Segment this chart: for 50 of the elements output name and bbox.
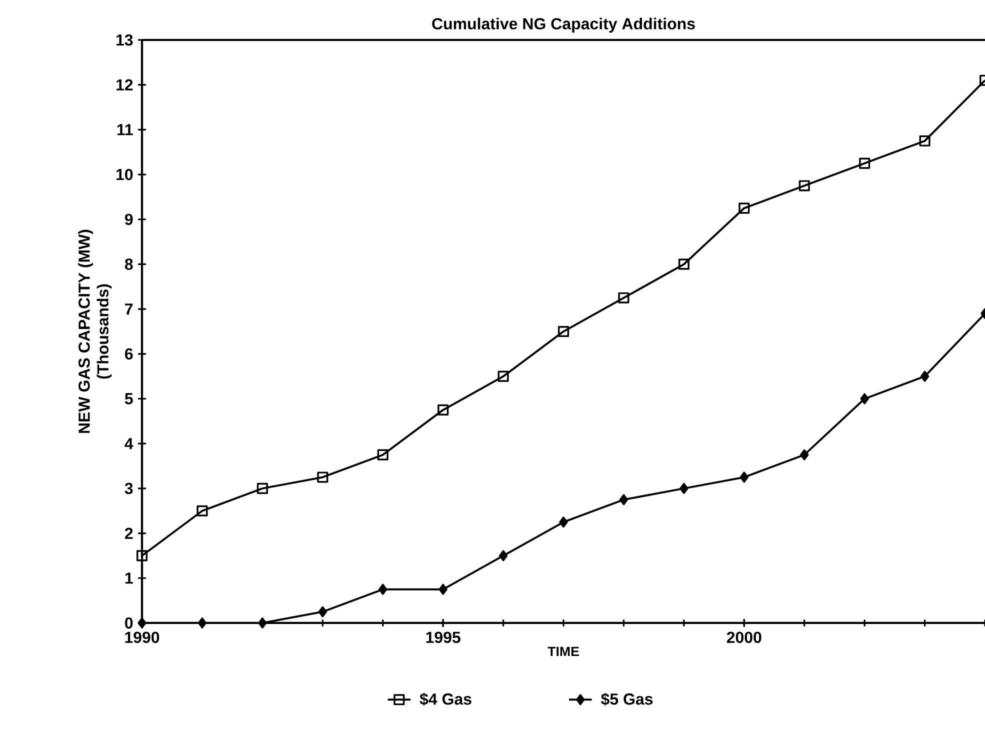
y-tick-label: 5 [124,393,133,404]
point [859,158,870,169]
x-tick-label: 2000 [726,632,762,644]
legend-label: $5 Gas [600,692,653,706]
x-tick-label: 1990 [125,632,160,644]
point [317,472,328,483]
point [740,472,749,483]
y-tick-label: 10 [116,168,133,180]
y-tick-label: 6 [124,348,133,360]
point [798,180,810,192]
y-tick-label: 2 [124,528,133,539]
point [678,258,690,270]
point [377,449,388,460]
point [738,202,750,214]
y-tick-label: 0 [125,617,133,629]
chart-title: Cumulative NG Capacity Additions [432,18,695,33]
point [196,505,208,516]
point [258,617,267,629]
text: (Thousands) [96,284,112,379]
point [618,292,630,304]
point [920,370,930,382]
point [198,617,207,629]
point [619,494,628,506]
y-tick-label: 13 [116,34,133,46]
y-tick-label: 7 [125,304,133,315]
point [919,135,930,146]
point [800,449,809,460]
point [680,482,688,494]
point [438,584,448,595]
point [438,404,449,416]
point [378,584,388,595]
point [498,370,509,382]
point [136,550,148,562]
y-axis-title: NEW GAS CAPACITY (MW) [78,230,94,433]
y-tick-label: 9 [124,214,133,226]
y-tick-label: 4 [124,438,134,450]
point [559,516,568,528]
y-tick-label: 11 [117,124,133,136]
x-axis-title: TIME [548,646,579,656]
point [860,393,869,404]
y-tick-label: 12 [116,79,133,90]
y-tick-label: 8 [124,258,133,270]
y-tick-label: 3 [124,482,133,494]
x-tick-label: 1995 [426,632,460,644]
point [498,550,508,562]
point [318,606,328,618]
y-tick-label: 1 [125,572,133,584]
point [558,326,570,338]
point [256,482,268,494]
legend-label: $4 Gas [420,692,472,706]
